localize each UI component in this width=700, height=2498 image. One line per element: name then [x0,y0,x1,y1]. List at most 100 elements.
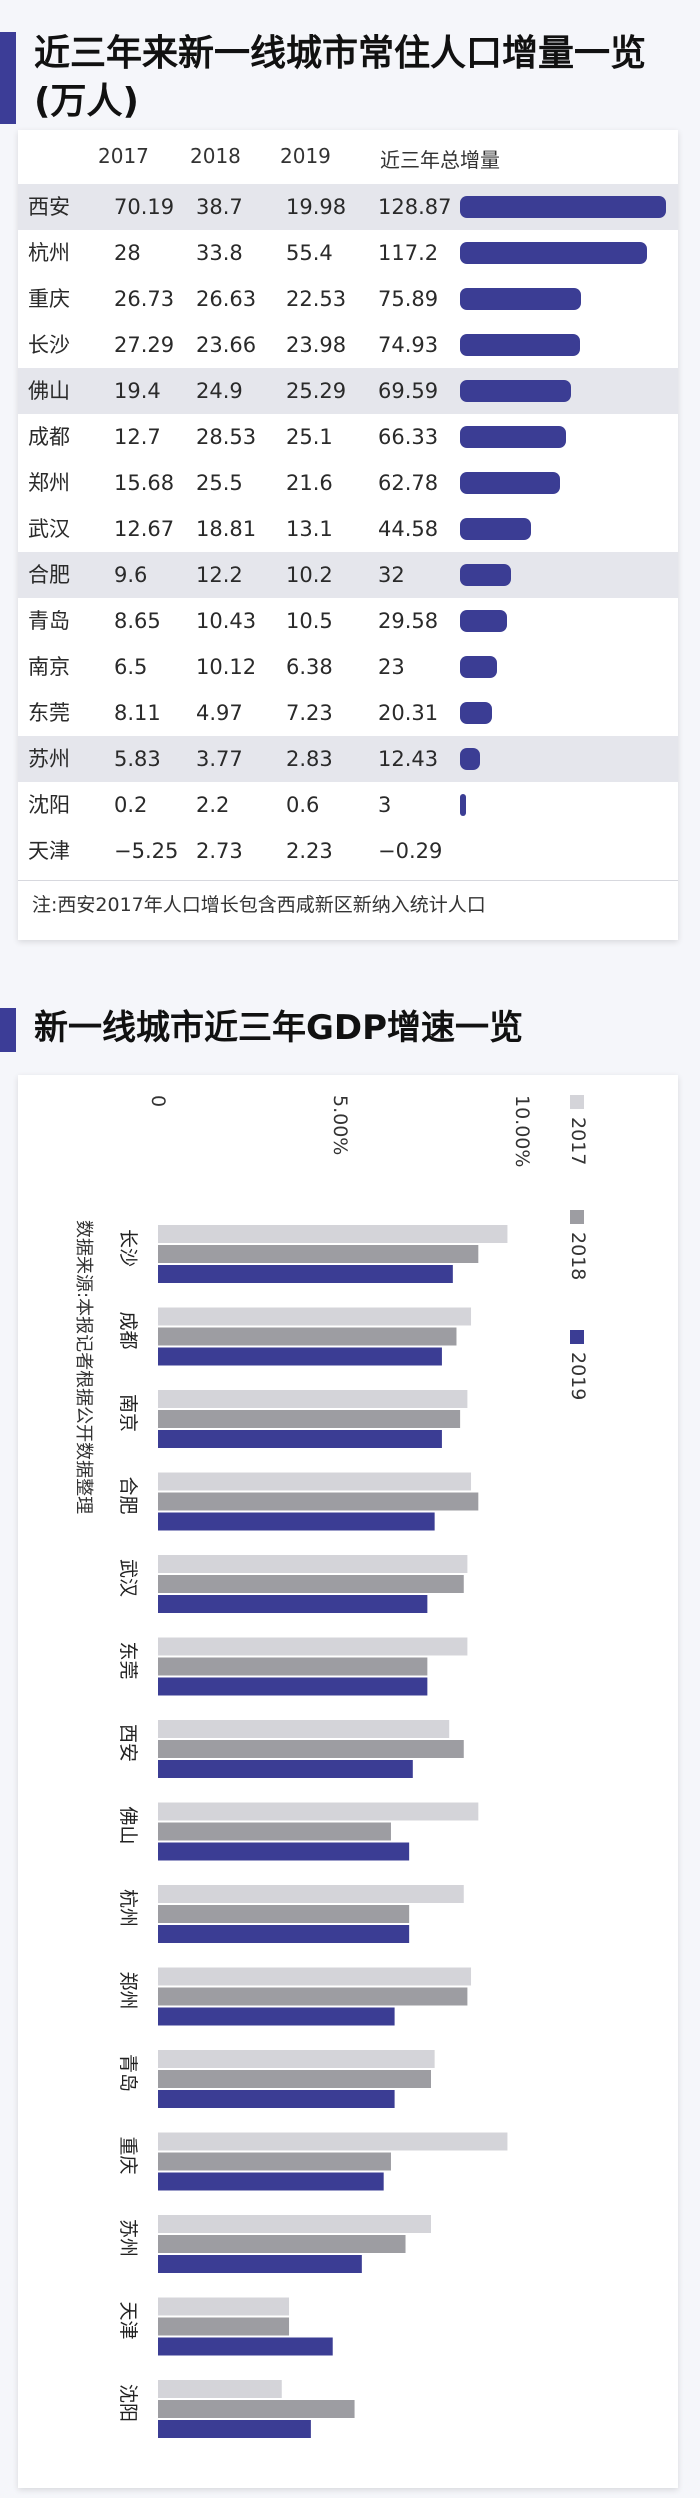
legend-swatch [570,1095,584,1109]
title-accent-bar-2 [0,1008,16,1052]
table-row: 成都 12.7 28.53 25.1 66.33 [18,414,678,460]
value-cell-2018: 4.97 [196,701,243,725]
value-cell-2019: 13.1 [286,517,333,541]
gdp-bar-2019 [158,1595,428,1613]
category-label: 成都 [117,1312,139,1350]
legend-swatch [570,1330,584,1344]
total-increase-bar [460,380,572,402]
value-cell-2017: 12.67 [114,517,175,541]
value-cell-2019: 19.98 [286,195,347,219]
city-cell: 杭州 [28,241,70,265]
value-cell-2017: 8.65 [114,609,161,633]
city-cell: 成都 [28,425,70,449]
gdp-bar-2018 [158,2235,406,2253]
value-cell-2018: 2.73 [196,839,243,863]
value-cell-2019: 2.83 [286,747,333,771]
value-cell-2018: 12.2 [196,563,243,587]
value-cell-2018: 18.81 [196,517,257,541]
city-cell: 沈阳 [28,793,70,817]
column-header: 2017 [98,144,149,168]
gdp-bar-2019 [158,1265,453,1283]
value-cell-2017: 0.2 [114,793,148,817]
city-cell: 佛山 [28,379,70,403]
total-increase-bar [460,564,512,586]
city-cell: 西安 [28,195,70,219]
value-cell-2019: 0.6 [286,793,320,817]
value-cell-2017: 27.29 [114,333,175,357]
table-row: 郑州 15.68 25.5 21.6 62.78 [18,460,678,506]
category-label: 武汉 [117,1559,139,1597]
total-increase-bar [460,794,466,816]
city-cell: 天津 [28,839,70,863]
gdp-bar-2017 [158,1802,479,1821]
table-row: 长沙 27.29 23.66 23.98 74.93 [18,322,678,368]
value-cell-2019: 21.6 [286,471,333,495]
value-cell-2018: 26.63 [196,287,257,311]
table-row: 东莞 8.11 4.97 7.23 20.31 [18,690,678,736]
gdp-bar-2019 [158,2007,395,2026]
column-header: 近三年总增量 [380,148,500,172]
total-increase-bar [460,656,497,678]
gdp-bar-2019 [158,1347,442,1366]
source-note: 数据来源:本报记者根据公开数据整理 [73,1220,94,1514]
gdp-bar-chart: 0 5.00% 10.00% 2017 2018 2019 数据来源:本报记者根据公开数据整… [73,1095,589,2438]
gdp-bar-2017 [158,2132,508,2151]
value-cell-2018: 10.43 [196,609,257,633]
category-label: 南京 [117,1394,139,1432]
total-cell: 20.31 [378,701,439,725]
gdp-bar-2018 [158,1987,468,2006]
gdp-bar-2018 [158,1657,428,1676]
table-row: 西安 70.19 38.7 19.98 128.87 [18,184,678,230]
gdp-bar-2018 [158,1410,461,1428]
total-cell: 32 [378,563,405,587]
gdp-bar-2018 [158,1740,464,1758]
gdp-bar-2018 [158,1575,464,1593]
gdp-chart-card: 0 5.00% 10.00% 2017 2018 2019 数据来源:本报记者根据公开数据整… [18,1075,678,2488]
gdp-bar-2019 [158,2090,395,2108]
gdp-bar-2019 [158,2337,333,2356]
gdp-bar-2019 [158,2420,311,2438]
gdp-bar-2018 [158,2070,431,2088]
total-cell: 117.2 [378,241,439,265]
legend-swatch [570,1210,584,1224]
population-table-card: 2017 2018 2019 近三年总增量 西安 70.19 38.7 19.98 128.8… [18,130,678,940]
city-cell: 东莞 [28,701,70,725]
value-cell-2019: 10.5 [286,609,333,633]
gdp-bar-2017 [158,1967,472,1986]
total-increase-bar [460,426,567,448]
gdp-bar-2017 [158,1637,468,1656]
note-divider [18,880,678,881]
total-increase-bar [460,748,480,770]
total-cell: −0.29 [378,839,443,863]
gdp-bar-2017 [158,2050,435,2068]
gdp-bar-2019 [158,1760,413,1778]
gdp-bar-2017 [158,1472,472,1491]
gdp-bar-2018 [158,1492,479,1511]
value-cell-2019: 25.1 [286,425,333,449]
gdp-bar-2017 [158,1555,468,1573]
city-cell: 郑州 [28,471,70,495]
value-cell-2018: 10.12 [196,655,257,679]
table-row: 合肥 9.6 12.2 10.2 32 [18,552,678,598]
total-increase-bar [460,702,493,724]
gdp-bar-2017 [158,1885,464,1903]
gdp-bar-2017 [158,2215,431,2233]
column-header: 2018 [190,144,241,168]
gdp-bar-2019 [158,1512,435,1531]
category-label: 郑州 [117,1972,139,2010]
table-note: 注:西安2017年人口增长包含西咸新区新纳入统计人口 [32,894,486,916]
gdp-bar-2017 [158,1307,472,1326]
gdp-bar-2019 [158,1677,428,1696]
gdp-bar-2018 [158,1327,457,1346]
total-increase-bar [460,334,580,356]
total-cell: 69.59 [378,379,439,403]
value-cell-2018: 2.2 [196,793,230,817]
category-label: 佛山 [117,1807,139,1845]
category-label: 青岛 [117,2054,139,2092]
gdp-bar-2018 [158,1822,391,1841]
city-cell: 南京 [28,655,70,679]
total-cell: 74.93 [378,333,439,357]
legend-label: 2017 [567,1117,589,1165]
value-cell-2017: 19.4 [114,379,161,403]
axis-tick-label: 0 [147,1095,169,1107]
